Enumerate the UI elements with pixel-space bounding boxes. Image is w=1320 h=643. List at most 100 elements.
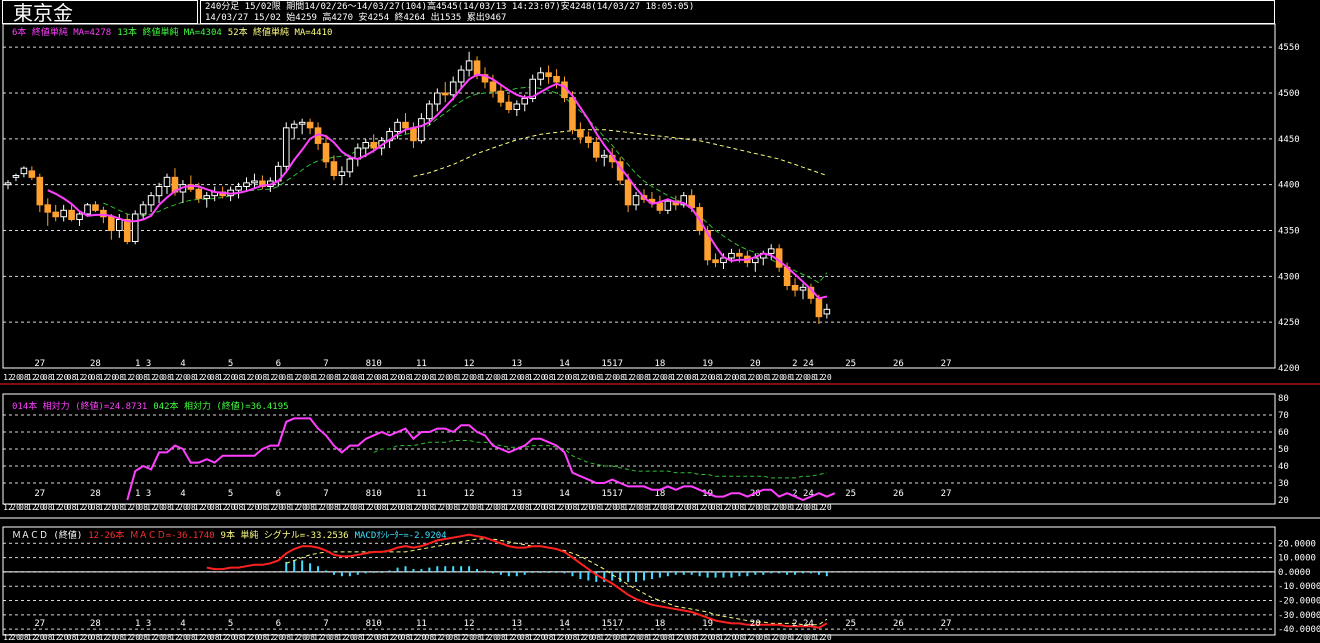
time-tick-label: 20 (130, 373, 140, 382)
date-tick-label: 1 3 (135, 359, 151, 369)
macd-time-label: 20 (536, 633, 546, 642)
info-line-1: 240分足 15/02限 期間14/02/26～14/03/27(104)高45… (205, 1, 694, 13)
time-tick-label: 12 (552, 373, 562, 382)
rsi-date-label: 11 (416, 489, 427, 499)
macd-time-label: 08 (210, 633, 220, 642)
rsi-time-label: 08 (639, 503, 649, 512)
macd-date-label: 810 (366, 619, 382, 629)
macd-time-label: 12 (647, 633, 657, 642)
macd-osc-bar (507, 571, 510, 577)
rsi-time-label: 20 (560, 503, 570, 512)
macd-time-label: 20 (798, 633, 808, 642)
date-tick-label: 5 (228, 359, 233, 369)
time-tick-label: 20 (154, 373, 164, 382)
rsi-time-label: 12 (289, 503, 299, 512)
candle-body (28, 170, 36, 178)
time-tick-label: 08 (210, 373, 220, 382)
time-tick-label: 08 (91, 373, 101, 382)
macd-time-label: 08 (711, 633, 721, 642)
time-tick-label: 20 (727, 373, 737, 382)
time-tick-label: 20 (226, 373, 236, 382)
date-tick-label: 810 (366, 359, 382, 369)
time-tick-label: 08 (544, 373, 554, 382)
macd-date-label: 25 (845, 619, 856, 629)
rsi-time-label: 20 (607, 503, 617, 512)
macd-time-label: 20 (226, 633, 236, 642)
macd-time-label: 12 (170, 633, 180, 642)
macd-time-label: 08 (329, 633, 339, 642)
time-tick-label: 12 (576, 373, 586, 382)
time-tick-label: 12 (51, 373, 61, 382)
macd-time-label: 12 (409, 633, 419, 642)
time-tick-label: 12 (218, 373, 228, 382)
time-tick-label: 08 (758, 373, 768, 382)
rsi-time-label: 20 (417, 503, 427, 512)
rsi-time-label: 08 (186, 503, 196, 512)
macd-time-label: 08 (568, 633, 578, 642)
rsi-time-label: 12 (3, 503, 13, 512)
macd-osc-bar (682, 571, 685, 575)
rsi-legend: 014本 相対力 (終値)=24.8731 042本 相対力 (終値)=36.41… (12, 402, 295, 412)
rsi-time-label: 08 (568, 503, 578, 512)
macd-time-label: 20 (512, 633, 522, 642)
macd-time-label: 12 (51, 633, 61, 642)
macd-time-label: 08 (544, 633, 554, 642)
rsi-time-label: 08 (43, 503, 53, 512)
macd-osc-bar (404, 566, 407, 572)
macd-osc-bar (317, 566, 320, 572)
macd-osc-bar (579, 571, 582, 580)
macd-time-label: 20 (584, 633, 594, 642)
date-tick-label: 13 (511, 359, 522, 369)
date-tick-label: 14 (559, 359, 570, 369)
candle-body (92, 204, 99, 211)
macd-osc-bar (817, 571, 820, 575)
candle-body (600, 154, 608, 158)
candle-body (123, 219, 131, 242)
macd-line (206, 533, 828, 629)
macd-time-label: 08 (663, 633, 673, 642)
candle-body (656, 202, 664, 211)
macd-time-label: 08 (19, 633, 29, 642)
time-tick-label: 20 (488, 373, 498, 382)
candle-body (4, 182, 12, 186)
macd-osc-bar (754, 571, 757, 575)
macd-time-label: 12 (671, 633, 681, 642)
rsi-date-label: 18 (654, 489, 665, 499)
macd-osc-bar (460, 566, 463, 572)
timeframe-label: 240分足 15/02限 (205, 2, 281, 12)
macd-date-label: 7 (323, 619, 328, 629)
time-tick-label: 20 (440, 373, 450, 382)
macd-time-label: 20 (178, 633, 188, 642)
time-tick-label: 12 (623, 373, 633, 382)
price-tick-label: 4400 (1278, 181, 1300, 191)
macd-panel-frame (2, 526, 1276, 636)
candle-body (457, 69, 465, 83)
time-tick-label: 12 (242, 373, 252, 382)
macd-time-label: 08 (401, 633, 411, 642)
candle-body (76, 213, 83, 220)
rsi-time-label: 20 (154, 503, 164, 512)
macd-osc-bar (587, 571, 590, 581)
macd-time-label: 08 (639, 633, 649, 642)
macd-osc-bar (619, 571, 622, 582)
macd-time-label: 12 (719, 633, 729, 642)
macd-osc-bar (420, 569, 423, 572)
candle-body (426, 103, 433, 120)
macd-tick-label: -20.0000 (1278, 597, 1320, 607)
candle-body (60, 209, 67, 218)
macd-time-label: 12 (337, 633, 347, 642)
rsi-date-label: 26 (893, 489, 904, 499)
time-tick-label: 08 (353, 373, 363, 382)
rsi-time-label: 12 (99, 503, 109, 512)
rsi-time-label: 12 (361, 503, 371, 512)
macd-time-label: 12 (528, 633, 538, 642)
date-tick-label: 25 (845, 359, 856, 369)
candle-body (282, 127, 290, 167)
rsi-time-label: 20 (178, 503, 188, 512)
rsi-time-label: 12 (790, 503, 800, 512)
macd-time-label: 20 (631, 633, 641, 642)
time-tick-label: 08 (663, 373, 673, 382)
rsi-tick-label: 70 (1278, 411, 1289, 421)
candle-body (537, 72, 544, 80)
